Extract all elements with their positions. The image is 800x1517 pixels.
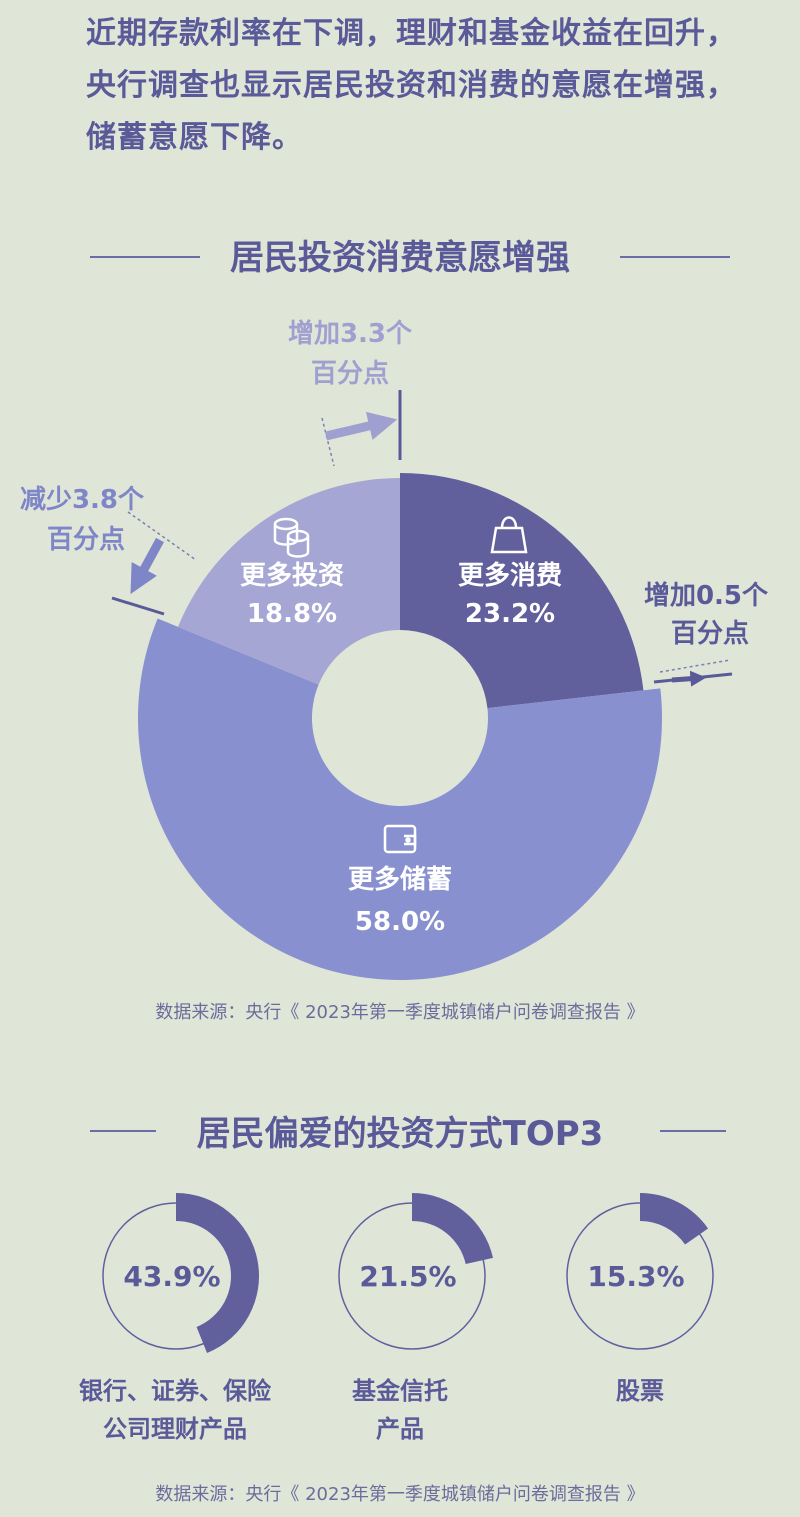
category-label-line: 公司理财产品 [103, 1415, 247, 1443]
category-label-line: 银行、证券、保险 [79, 1377, 271, 1405]
annot-top-line1: 增加3.3个 [288, 318, 413, 349]
category-label-3: 股票 [550, 1372, 730, 1410]
ring-segment [176, 1193, 259, 1353]
shopping-bag-icon [490, 516, 528, 554]
annot-consume-line1: 增加0.5个 [644, 580, 769, 611]
annotation-top: 增加3.3个 百分点 [288, 318, 413, 467]
source-note-1: 数据来源：央行《 2023年第一季度城镇储户问卷调查报告 》 [155, 1002, 645, 1023]
dashed-guide [659, 659, 731, 673]
ring-value-label: 43.9% [123, 1260, 220, 1293]
intro-line: 储蓄意愿下降。 [86, 120, 303, 155]
ring-value-label: 21.5% [359, 1260, 456, 1293]
category-label-1: 银行、证券、保险 公司理财产品 [40, 1372, 310, 1448]
slice-value: 18.8% [247, 599, 337, 629]
ring-segment [640, 1193, 709, 1245]
slice-consume-label-group: 更多消费 23.2% [458, 516, 562, 629]
pie-slice [400, 473, 644, 709]
ring-charts: 43.9% 21.5% 15.3% [102, 1193, 714, 1353]
donut-chart [138, 473, 663, 980]
ring-value-label: 15.3% [587, 1260, 684, 1293]
pie-slice [177, 478, 400, 685]
dashed-guide [321, 417, 335, 467]
category-label-2: 基金信托 产品 [310, 1372, 490, 1448]
section1-title: 居民投资消费意愿增强 [230, 238, 570, 278]
pie-slice [138, 618, 663, 980]
arrow-small-icon [671, 670, 707, 687]
slice-save-label-group: 更多储蓄 58.0% [348, 824, 452, 937]
coins-icon [273, 517, 310, 558]
title-rule-left [90, 1130, 156, 1132]
slice-value: 58.0% [355, 907, 445, 937]
intro-line: 近期存款利率在下调，理财和基金收益在回升， [86, 16, 737, 51]
slice-label: 更多储蓄 [348, 864, 452, 895]
ring-segment [412, 1193, 494, 1265]
title-rule-left [90, 256, 200, 258]
annot-invest-line2: 百分点 [47, 524, 125, 555]
intro-line: 央行调查也显示居民投资和消费的意愿在增强， [86, 68, 737, 103]
annot-consume-line2: 百分点 [671, 618, 749, 649]
category-label-line: 基金信托 [352, 1377, 448, 1405]
arrow-increase-icon [324, 411, 398, 441]
slice-label: 更多消费 [458, 561, 562, 591]
dashed-guide [127, 511, 197, 561]
source-note-2: 数据来源：央行《 2023年第一季度城镇储户问卷调查报告 》 [155, 1484, 645, 1505]
annot-top-line2: 百分点 [311, 358, 389, 389]
annot-invest-line1: 减少3.8个 [20, 485, 145, 515]
category-label-line: 股票 [616, 1377, 664, 1405]
slice-invest-label-group: 更多投资 18.8% [240, 517, 344, 629]
title-rule-right [660, 1130, 726, 1132]
wallet-icon [383, 824, 417, 854]
slice-value: 23.2% [465, 599, 555, 629]
intro-text: 近期存款利率在下调，理财和基金收益在回升， 央行调查也显示居民投资和消费的意愿在… [86, 8, 766, 164]
arrow-decrease-icon [130, 537, 164, 595]
title-rule-right [620, 256, 730, 258]
slice-label: 更多投资 [240, 561, 344, 591]
category-label-line: 产品 [376, 1415, 424, 1443]
divider-line-left [111, 596, 165, 616]
annotation-invest: 减少3.8个 百分点 [20, 485, 197, 616]
annotation-consume: 增加0.5个 百分点 [644, 580, 769, 687]
section2-title: 居民偏爱的投资方式TOP3 [196, 1114, 604, 1154]
